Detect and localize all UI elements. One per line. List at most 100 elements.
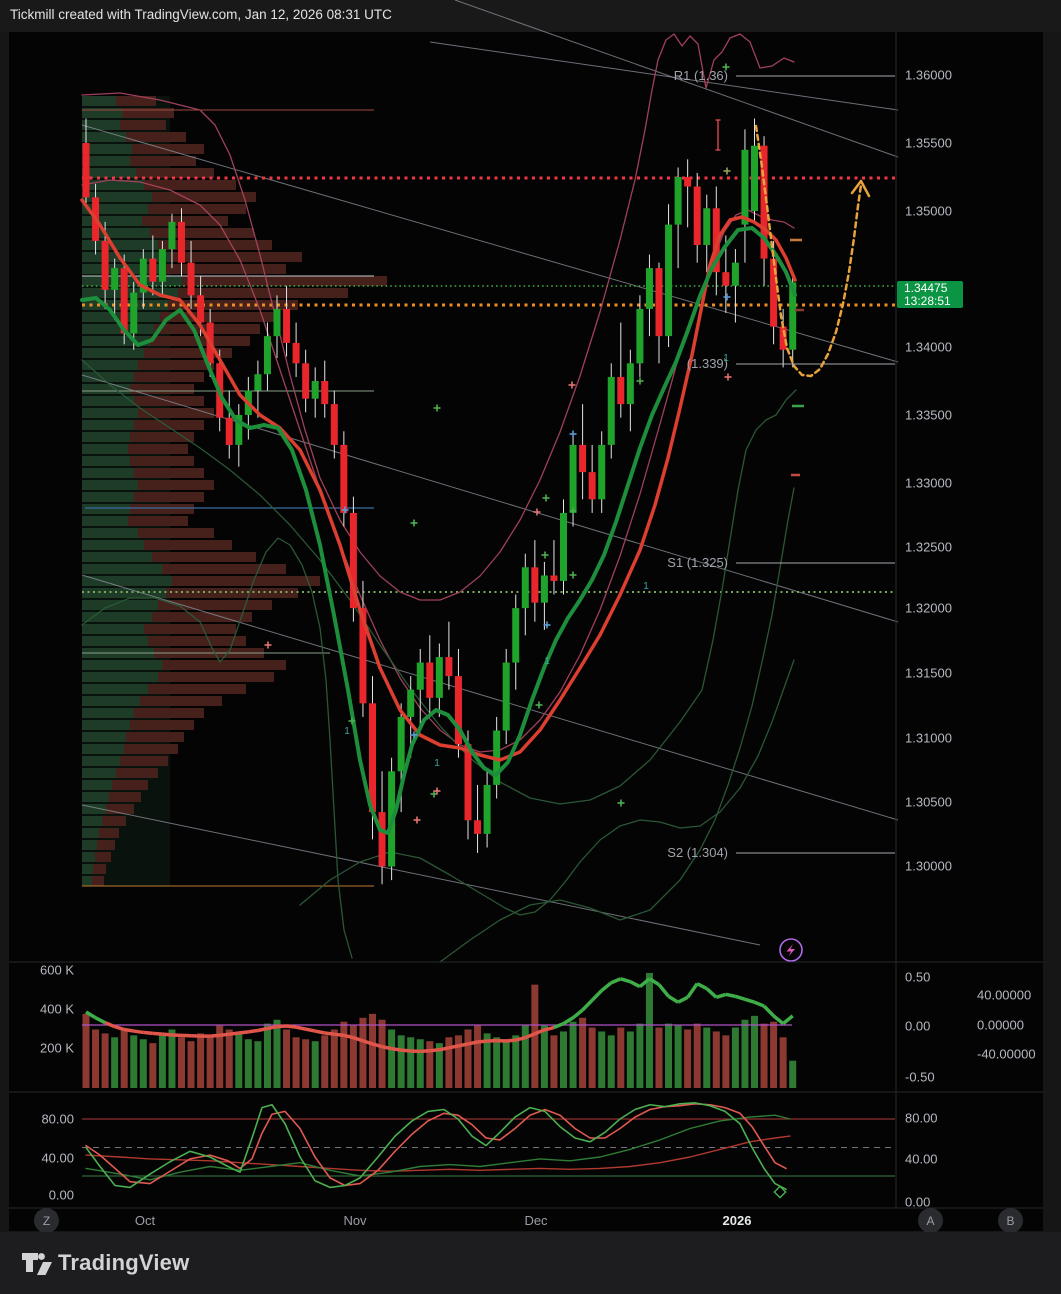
tradingview-brand-text: TradingView	[58, 1250, 190, 1275]
volume-bar	[435, 1043, 443, 1088]
ma-line-green	[80, 226, 797, 835]
volume-profile-row	[134, 372, 204, 382]
volume-profile-row	[130, 432, 194, 442]
maximize-pane-a-button[interactable]: A	[918, 1208, 943, 1233]
volume-profile-row	[116, 768, 158, 778]
candle	[197, 295, 205, 323]
price-tick-label: 1.32000	[905, 601, 952, 616]
candle	[416, 662, 424, 690]
volume-profile-row	[148, 204, 246, 214]
candle	[139, 258, 147, 293]
candle	[703, 208, 711, 245]
volume-bar	[225, 1029, 233, 1088]
candle	[741, 149, 749, 225]
candle	[626, 363, 634, 405]
volume-profile-row	[134, 420, 204, 430]
oscillator-end-diamond	[773, 1185, 787, 1199]
volume-profile-row	[82, 768, 116, 778]
volume-ma-line	[267, 1024, 278, 1031]
candle	[731, 262, 739, 286]
volume-ma-line	[753, 1000, 765, 1008]
volume-ma-line	[94, 1016, 106, 1025]
price-tick-label: 1.33000	[905, 476, 952, 491]
volume-bar	[359, 1017, 367, 1088]
volume-profile-row	[152, 612, 252, 622]
candle	[235, 415, 243, 445]
volume-profile-row	[82, 432, 130, 442]
volume-ma-line	[715, 992, 727, 999]
volume-profile-row	[82, 852, 95, 862]
volume-profile-row	[82, 420, 134, 430]
candle	[378, 812, 386, 867]
price-tick-label: 1.34000	[905, 340, 952, 355]
volume-profile-row	[170, 252, 302, 262]
volume-profile-row	[82, 792, 109, 802]
last-price-value: 1.34475	[904, 281, 948, 295]
maximize-pane-z-button[interactable]: Z	[34, 1208, 59, 1233]
volume-bar	[158, 1035, 166, 1088]
candle	[369, 703, 376, 813]
volume-ma-line	[104, 1021, 116, 1029]
volume-bar	[101, 1033, 109, 1088]
volume-right-tick-label: 0.00	[905, 1019, 930, 1034]
volume-profile-row	[97, 840, 115, 850]
one-marker: 1	[643, 581, 649, 592]
volume-profile-row	[82, 276, 182, 286]
candle	[120, 268, 128, 334]
volume-ma-line	[534, 1028, 546, 1036]
volume-profile-row	[82, 360, 138, 370]
volume-profile-row	[82, 804, 106, 814]
volume-profile-row	[142, 216, 228, 226]
volume-ma-line	[610, 977, 622, 985]
candle	[340, 444, 348, 513]
volume-profile-row	[120, 756, 168, 766]
price-tick-label: 1.30000	[905, 859, 952, 874]
candle	[540, 575, 548, 603]
volume-profile-row	[82, 96, 116, 106]
volume-ma-line	[305, 1027, 316, 1033]
price-tick-label: 1.36000	[905, 68, 952, 83]
flash-icon-bolt[interactable]	[786, 944, 796, 957]
candle	[311, 381, 319, 399]
volume-bar	[283, 1029, 291, 1088]
oscillator-right-tick-label: 0.00	[905, 1195, 930, 1210]
pivot-label: S2 (1.304)	[667, 845, 728, 860]
volume-bar	[321, 1035, 329, 1088]
maximize-pane-b-button[interactable]: B	[998, 1208, 1023, 1233]
time-axis-label: 2026	[723, 1213, 752, 1228]
candle	[187, 262, 195, 296]
candle	[617, 376, 625, 405]
volume-bar	[636, 1023, 644, 1088]
volume-bar	[426, 1041, 434, 1088]
volume-bar	[120, 1029, 128, 1088]
volume-right-tick-label: 0.00000	[977, 1018, 1024, 1033]
volume-ma-line	[553, 1022, 565, 1030]
volume-ma-line	[477, 1039, 488, 1044]
volume-ma-line	[286, 1024, 297, 1029]
volume-ma-line	[667, 994, 680, 1004]
volume-profile-row	[140, 696, 222, 706]
volume-profile-row	[82, 636, 148, 646]
volume-bar	[254, 1041, 262, 1088]
candle	[598, 444, 606, 500]
candle	[254, 374, 262, 391]
volume-ma-line	[705, 987, 718, 999]
volume-profile-row	[82, 624, 144, 634]
volume-bar	[149, 1043, 157, 1088]
volume-profile-row	[138, 480, 214, 490]
volume-ma-line	[429, 1048, 440, 1053]
volume-bar	[531, 984, 539, 1088]
volume-profile-row	[82, 396, 134, 406]
trendline	[454, 0, 899, 158]
pivot-label: (1.339)	[687, 356, 728, 371]
volume-profile-row	[82, 744, 124, 754]
volume-bar	[789, 1060, 797, 1088]
volume-bar	[445, 1037, 453, 1088]
volume-ma-line	[334, 1032, 345, 1038]
volume-ma-line	[696, 982, 708, 991]
volume-bar	[168, 1029, 176, 1088]
candle	[454, 676, 462, 745]
flash-icon[interactable]	[779, 938, 803, 962]
volume-ma-line	[257, 1026, 268, 1033]
volume-ma-line	[629, 980, 641, 989]
